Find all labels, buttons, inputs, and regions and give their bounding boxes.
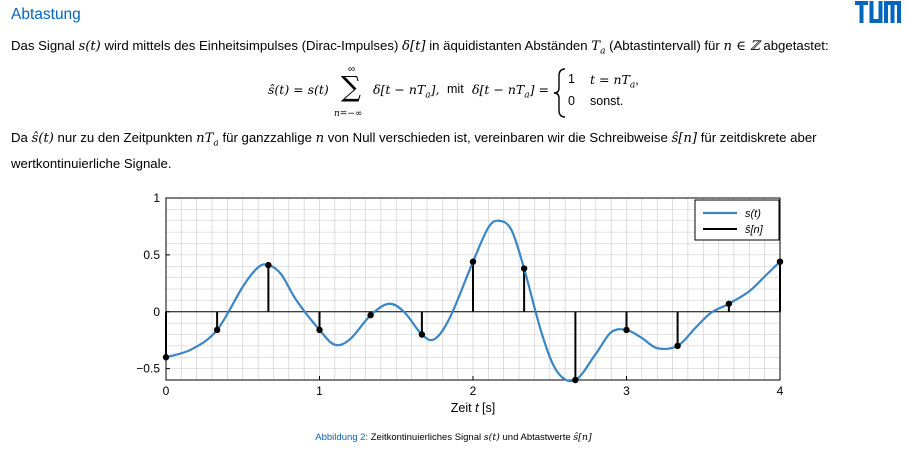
- figure: 0 1 2 3 4 1 0.5 0 −0.5 Zeit t [s] s(t) ŝ[n]: [0, 180, 907, 435]
- intro-text-4: (Abtastintervall) für: [605, 38, 724, 53]
- sample-point: [213, 326, 221, 334]
- sample-point: [418, 331, 426, 338]
- sample-point: [265, 261, 272, 269]
- eq-sum-top: ∞: [348, 64, 356, 75]
- sample-point: [469, 258, 477, 265]
- intro-text-2: wird mittels des Einheitsimpulses (Dirac…: [100, 38, 403, 53]
- notation-paragraph: Da ŝ(t) nur zu den Zeitpunkten nTa für g…: [11, 128, 899, 173]
- eq-case2-value: 0: [568, 94, 575, 108]
- x-tick-label: 3: [623, 384, 630, 398]
- eq-sum-bottom: n=−∞: [334, 109, 363, 119]
- eq-lhs: ŝ(t) = s(t): [268, 82, 329, 97]
- x-tick-label: 0: [163, 384, 170, 398]
- sample-point: [776, 258, 784, 265]
- sample-point: [367, 311, 374, 319]
- eq-case2-cond: sonst.: [590, 94, 624, 108]
- eq-sum-symbol: ∑: [341, 70, 361, 103]
- intro-math-delta: δ[t]: [402, 39, 426, 54]
- p2-math-n: n: [315, 131, 325, 146]
- sampling-equation: ŝ(t) = s(t) ∞ ∑ n=−∞ δ[t − nTa], mit δ[t…: [0, 60, 907, 122]
- figure-caption: Abbildung 2: Zeitkontinuierliches Signal…: [315, 432, 592, 443]
- sample-point: [674, 342, 681, 350]
- y-tick-label: 1: [153, 191, 160, 205]
- eq-case1-cond: t = nTa,: [590, 72, 639, 91]
- x-tick-label: 1: [316, 384, 323, 398]
- sample-point: [520, 265, 528, 272]
- intro-math-s: s(t): [78, 39, 101, 54]
- eq-left-brace: [553, 68, 566, 118]
- intro-math-Ta-sub: a: [600, 46, 606, 57]
- intro-paragraph: Das Signal s(t) wird mittels des Einheit…: [11, 38, 829, 57]
- intro-text-5: abgetastet:: [759, 38, 829, 53]
- caption-label: Abbildung 2:: [315, 432, 369, 443]
- intro-text-3: in äquidistanten Abständen: [425, 38, 592, 53]
- x-tick-label: 2: [470, 384, 477, 398]
- sample-point: [725, 300, 733, 307]
- sample-point: [316, 326, 323, 334]
- legend-label-samples: ŝ[n]: [745, 224, 764, 236]
- eq-mit: mit: [447, 82, 464, 96]
- sample-point: [572, 376, 579, 384]
- p2-math-shat-n: ŝ[n]: [671, 131, 698, 146]
- p2-line2: wertkontinuierliche Signale.: [11, 155, 172, 171]
- intro-math-Ta: T: [591, 39, 601, 54]
- sample-point: [623, 326, 630, 334]
- x-axis-label: Zeit t [s]: [451, 401, 495, 415]
- sample-point: [162, 354, 170, 361]
- section-title: Abtastung: [11, 6, 81, 23]
- eq-case1-value: 1: [568, 72, 575, 86]
- p2-math-nTa: nT: [196, 131, 214, 146]
- eq-def-lhs: δ[t − nTa] =: [472, 82, 549, 101]
- x-tick-label: 4: [777, 384, 784, 398]
- y-tick-label: 0: [153, 305, 160, 319]
- intro-math-n-in-Z: n ∈ ℤ: [723, 39, 760, 54]
- legend-box: [694, 199, 780, 241]
- tum-logo: [855, 1, 901, 23]
- intro-text-1: Das Signal: [11, 38, 79, 53]
- legend-label-signal: s(t): [745, 208, 761, 220]
- y-tick-label: 0.5: [143, 248, 160, 262]
- eq-summand: δ[t − nTa],: [373, 82, 440, 101]
- p2-math-shat-t: ŝ(t): [31, 131, 54, 146]
- y-tick-label: −0.5: [136, 362, 160, 376]
